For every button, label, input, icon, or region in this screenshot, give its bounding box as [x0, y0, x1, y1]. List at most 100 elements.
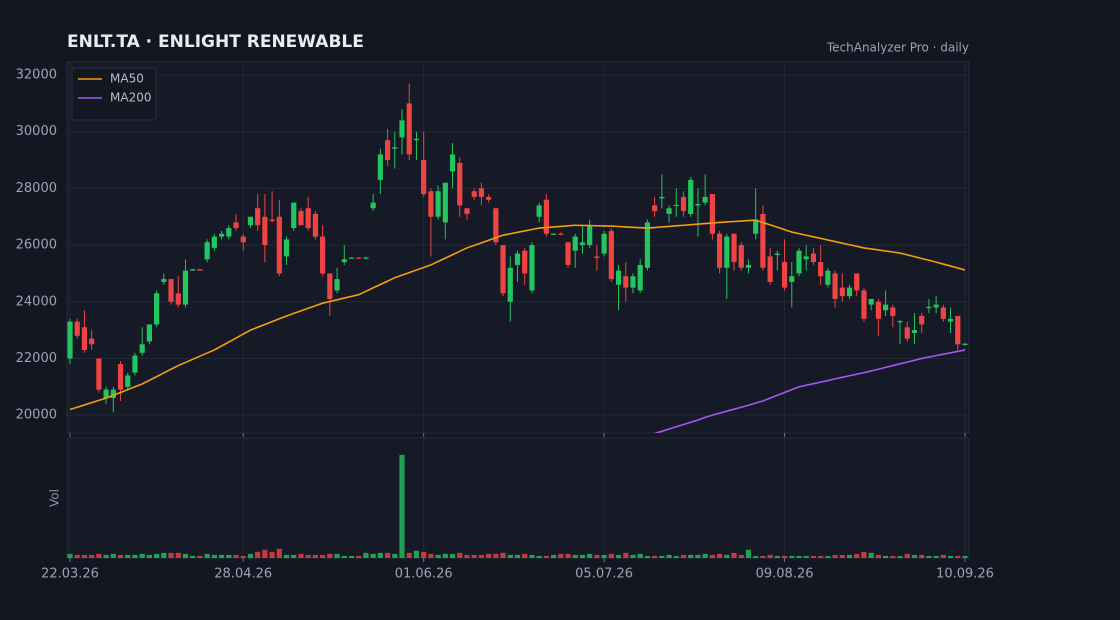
candle-body	[825, 270, 831, 285]
volume-bar	[731, 552, 737, 558]
x-tick-label: 22.03.26	[41, 567, 99, 582]
candle-body	[781, 262, 788, 288]
volume-bar	[529, 554, 535, 558]
volume-bar	[854, 553, 860, 558]
volume-bar	[702, 553, 708, 558]
candle-body	[146, 324, 152, 342]
volume-bar	[103, 554, 109, 558]
y-tick-label: 24000	[16, 294, 57, 309]
volume-bar	[940, 554, 946, 558]
volume-bar	[334, 553, 340, 558]
candle-body	[919, 315, 925, 325]
volume-bar	[435, 554, 441, 558]
candle-body	[377, 154, 383, 180]
volume-bar	[536, 555, 542, 558]
volume-panel	[66, 437, 970, 559]
candle-body	[269, 219, 275, 221]
candle-body	[832, 273, 838, 299]
volume-bar	[875, 554, 881, 558]
volume-bar	[738, 554, 744, 558]
volume-bar	[370, 553, 376, 558]
volume-bar	[558, 553, 564, 558]
volume-axis-label: Vol	[48, 489, 62, 507]
volume-bar	[139, 553, 145, 558]
candle-body	[500, 245, 506, 294]
volume-bar	[211, 554, 217, 558]
y-tick-label: 32000	[16, 68, 57, 83]
candle-body	[406, 103, 412, 155]
volume-bar	[550, 554, 557, 558]
volume-bar	[601, 554, 607, 558]
candle-body	[435, 191, 441, 217]
candle-body	[579, 242, 586, 246]
volume-bar	[175, 552, 181, 558]
volume-bar	[666, 554, 672, 558]
candle-body	[565, 242, 571, 265]
candle-body	[132, 355, 138, 373]
candle-body	[384, 140, 391, 161]
candle-body	[363, 257, 369, 259]
volume-bar	[868, 552, 874, 558]
volume-bar	[348, 555, 355, 558]
candle-body	[81, 327, 88, 350]
volume-bar	[587, 553, 593, 558]
volume-bar	[846, 554, 853, 558]
volume-bar	[298, 553, 304, 558]
volume-bar	[255, 551, 261, 558]
candle-body	[868, 298, 874, 305]
volume-bar	[233, 554, 239, 558]
volume-bar	[428, 553, 434, 558]
candles	[67, 83, 968, 413]
candle-body	[709, 194, 715, 234]
candle-body	[911, 330, 918, 333]
volume-bar	[320, 554, 326, 558]
candle-body	[623, 276, 629, 288]
candle-body	[875, 301, 881, 319]
volume-bar	[652, 555, 658, 558]
candle-body	[110, 389, 116, 399]
volume-bar	[204, 553, 210, 558]
candle-body	[558, 233, 564, 235]
candle-body	[543, 199, 549, 234]
candle-body	[883, 304, 889, 311]
candle-body	[117, 364, 124, 390]
candle-body	[659, 196, 665, 199]
volume-bar	[644, 555, 651, 558]
candle-body	[168, 279, 174, 302]
candle-body	[803, 256, 809, 260]
volume-bar	[688, 554, 694, 558]
x-tick-label: 05.07.26	[575, 567, 633, 582]
candle-body	[724, 236, 730, 268]
candle-body	[327, 273, 333, 299]
volume-bar	[117, 554, 124, 558]
candle-body	[276, 216, 282, 274]
legend-label: MA200	[110, 91, 151, 105]
candle-body	[449, 154, 456, 172]
candle-body	[572, 236, 578, 251]
volume-bar	[363, 552, 369, 558]
candle-body	[67, 321, 73, 359]
volume-bar	[962, 555, 968, 558]
volume-bar	[356, 555, 362, 558]
volume-bar	[478, 554, 485, 558]
candle-body	[305, 208, 311, 229]
candle-body	[197, 269, 203, 271]
volume-bar	[543, 555, 549, 558]
volume-bar	[276, 548, 282, 558]
candle-body	[507, 267, 513, 302]
volume-bar	[745, 549, 752, 558]
volume-bar	[168, 552, 174, 558]
candle-body	[255, 208, 261, 226]
candle-body	[810, 253, 817, 263]
candle-body	[348, 257, 355, 259]
volume-bar	[146, 554, 152, 558]
candle-body	[291, 202, 297, 229]
volume-bar	[399, 455, 405, 558]
volume-bar	[796, 555, 802, 558]
candle-body	[861, 290, 867, 319]
candle-body	[486, 196, 492, 200]
candle-body	[341, 259, 347, 263]
volume-bar	[947, 555, 954, 558]
volume-bar	[449, 553, 456, 558]
